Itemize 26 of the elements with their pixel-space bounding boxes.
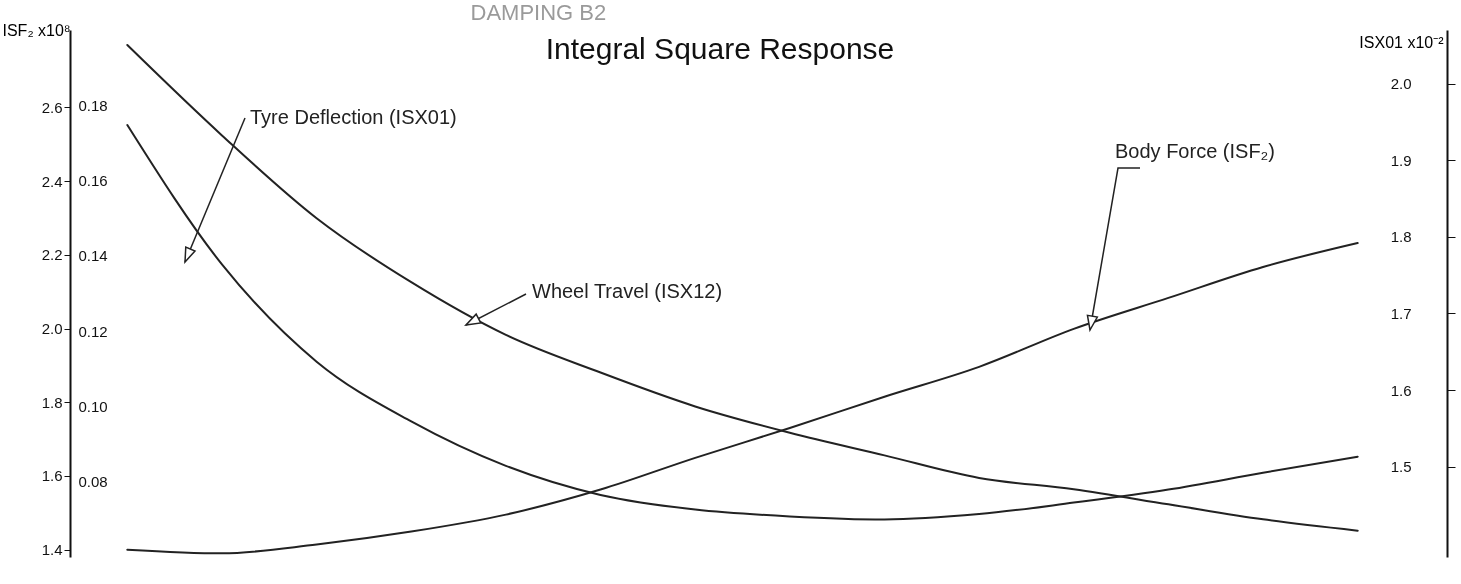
y-axis-title: ISF₂ x10⁸ [2, 21, 71, 39]
y2-tick-label: 0.12 [78, 322, 108, 340]
y3-tick-label: 1.8 [1390, 228, 1412, 246]
y3-tick-label: 1.6 [1390, 381, 1412, 399]
y3-tick-label: 1.9 [1390, 151, 1412, 169]
text: Body Force (ISF₂) [1115, 140, 1276, 162]
x-axis-title: DAMPING B2 [470, 0, 607, 25]
y3-tick-label: 1.7 [1390, 304, 1412, 322]
y2-tick-label: 0.16 [78, 172, 108, 190]
y2-tick-label: 0.08 [78, 473, 108, 491]
y-tick-label: 2.6 [41, 98, 63, 116]
y3-tick-label: 1.5 [1390, 458, 1412, 476]
y-tick-label: 2.0 [41, 320, 63, 338]
text: Wheel Travel (ISX12) [532, 280, 723, 302]
y2-tick-label: 0.10 [78, 397, 108, 415]
y2-tick-label: 0.14 [78, 247, 108, 265]
y2-tick-label: 0.18 [78, 96, 108, 114]
y-tick-label: 2.2 [41, 246, 63, 264]
y3-tick-label: 2.0 [1390, 75, 1412, 93]
y-tick-label: 1.6 [41, 467, 63, 485]
y-tick-label: 1.8 [41, 393, 63, 411]
y3-axis-title: ISX01 x10⁻² [1359, 33, 1445, 51]
y-tick-label: 2.4 [41, 172, 63, 190]
y-tick-label: 1.4 [41, 541, 63, 559]
text: Tyre Deflection (ISX01) [250, 106, 457, 128]
chart-title: Integral Square Response [545, 32, 895, 65]
